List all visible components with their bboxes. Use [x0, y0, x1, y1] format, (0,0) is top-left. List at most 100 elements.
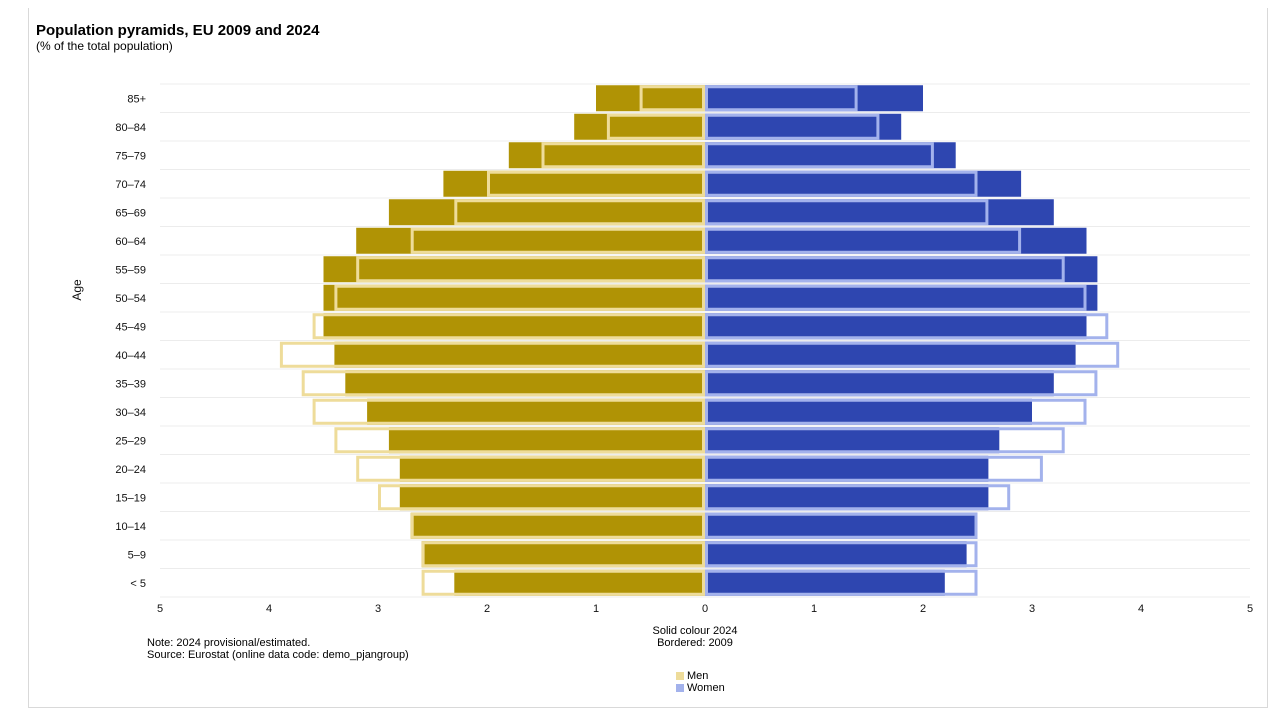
- bar-men-2009: [421, 569, 705, 596]
- y-tick-label: 85+: [127, 93, 146, 105]
- bar-women-2024: [705, 227, 1087, 254]
- bar-men-2024: [421, 541, 705, 568]
- chart-frame: [28, 8, 1268, 708]
- y-tick-label: 25–29: [115, 435, 146, 447]
- y-tick-label: 75–79: [115, 150, 146, 162]
- border-bars-layer: [279, 85, 1120, 596]
- bar-women-2024: [705, 569, 945, 596]
- bar-men-2024: [443, 170, 705, 197]
- y-tick-label: 45–49: [115, 321, 146, 333]
- bar-women-2024: [705, 455, 989, 482]
- bar-men-2009: [334, 284, 705, 311]
- bar-men-2024: [367, 398, 705, 425]
- y-tick-label: 10–14: [115, 521, 146, 533]
- bar-men-2024: [574, 113, 705, 140]
- bar-women-2024: [705, 398, 1032, 425]
- bar-women-2009: [705, 341, 1120, 368]
- bar-men-2009: [487, 170, 705, 197]
- x-tick-label: 1: [811, 603, 817, 615]
- bar-men-2024: [334, 341, 705, 368]
- legend-item-men: Men: [676, 670, 725, 682]
- source-text: Source: Eurostat (online data code: demo…: [147, 649, 409, 661]
- y-tick-label: < 5: [130, 578, 146, 590]
- bar-women-2009: [705, 227, 1022, 254]
- bar-men-2009: [334, 427, 705, 454]
- bar-men-2009: [378, 484, 705, 511]
- bar-women-2009: [705, 370, 1098, 397]
- bar-women-2024: [705, 541, 967, 568]
- legend-label-women: Women: [687, 682, 725, 694]
- grid-layer: [160, 83, 1250, 598]
- bar-women-2024: [705, 85, 923, 112]
- y-tick-label: 35–39: [115, 378, 146, 390]
- bar-men-2009: [312, 313, 705, 340]
- bar-men-2024: [388, 427, 705, 454]
- legend-item-women: Women: [676, 682, 725, 694]
- bar-women-2009: [705, 541, 978, 568]
- bar-men-2009: [639, 85, 705, 112]
- x-tick-label: 2: [920, 603, 926, 615]
- legend: Men Women: [676, 670, 725, 694]
- bar-men-2009: [541, 142, 705, 169]
- bar-men-2024: [388, 199, 705, 226]
- y-tick-label: 80–84: [115, 122, 146, 134]
- x-axis-title-line2: Bordered: 2009: [657, 637, 733, 649]
- bar-women-2009: [705, 170, 978, 197]
- y-tick-label: 65–69: [115, 207, 146, 219]
- y-tick-label: 70–74: [115, 179, 146, 191]
- bar-women-2024: [705, 113, 902, 140]
- bars-layer: [323, 85, 1098, 596]
- bar-men-2024: [345, 370, 705, 397]
- x-tick-label: 5: [1247, 603, 1253, 615]
- bar-men-2009: [454, 199, 705, 226]
- bar-men-2009: [356, 256, 705, 283]
- bar-women-2024: [705, 341, 1076, 368]
- bar-women-2024: [705, 199, 1054, 226]
- x-tick-label: 1: [593, 603, 599, 615]
- bar-men-2009: [312, 398, 705, 425]
- bar-women-2009: [705, 113, 880, 140]
- legend-label-men: Men: [687, 670, 709, 682]
- legend-swatch-men: [676, 672, 684, 680]
- bar-men-2009: [301, 370, 705, 397]
- bar-women-2009: [705, 199, 989, 226]
- bar-men-2024: [323, 284, 705, 311]
- y-tick-label: 50–54: [115, 293, 146, 305]
- bar-women-2024: [705, 512, 978, 539]
- bar-men-2024: [323, 313, 705, 340]
- y-tick-label: 20–24: [115, 464, 146, 476]
- x-tick-label: 2: [484, 603, 490, 615]
- legend-swatch-women: [676, 684, 684, 692]
- x-axis-title-line1: Solid colour 2024: [652, 625, 738, 637]
- y-tick-label: 5–9: [128, 549, 146, 561]
- bar-women-2009: [705, 142, 934, 169]
- bar-women-2009: [705, 427, 1065, 454]
- y-tick-label: 30–34: [115, 407, 146, 419]
- bar-men-2009: [279, 341, 705, 368]
- x-tick-label: 4: [266, 603, 272, 615]
- x-tick-label: 0: [702, 603, 708, 615]
- x-tick-label: 5: [157, 603, 163, 615]
- bar-men-2024: [454, 569, 705, 596]
- bar-women-2009: [705, 398, 1087, 425]
- bar-women-2009: [705, 313, 1109, 340]
- bar-women-2009: [705, 455, 1043, 482]
- bar-men-2024: [399, 455, 705, 482]
- y-tick-label: 15–19: [115, 492, 146, 504]
- bar-women-2024: [705, 170, 1022, 197]
- bar-women-2009: [705, 484, 1011, 511]
- chart-subtitle: (% of the total population): [36, 39, 173, 53]
- chart-title: Population pyramids, EU 2009 and 2024: [36, 22, 320, 39]
- bar-men-2024: [508, 142, 705, 169]
- y-axis-title: Age: [70, 279, 84, 301]
- bar-men-2024: [410, 512, 705, 539]
- bar-women-2024: [705, 313, 1087, 340]
- bar-men-2009: [356, 455, 705, 482]
- bar-women-2024: [705, 256, 1098, 283]
- bar-women-2009: [705, 284, 1087, 311]
- x-tick-label: 4: [1138, 603, 1144, 615]
- note-text: Note: 2024 provisional/estimated.: [147, 637, 311, 649]
- y-tick-label: 60–64: [115, 236, 146, 248]
- bar-men-2024: [399, 484, 705, 511]
